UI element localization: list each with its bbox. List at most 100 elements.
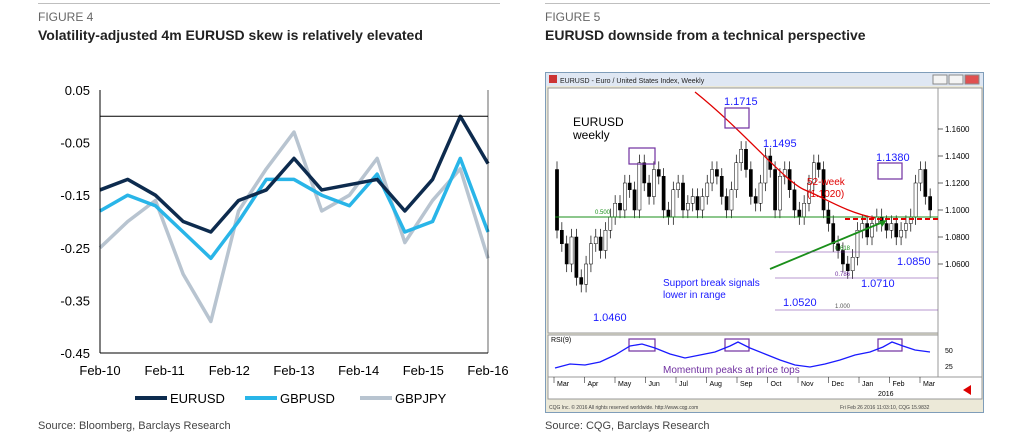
year-label: 2016 [878,391,894,398]
candle-body [807,182,811,204]
candle-body [874,216,879,224]
candle-body [739,149,744,163]
candle-body [632,189,637,211]
candle-body [676,182,681,190]
candle-body [923,169,928,197]
candle-body [700,196,705,211]
rsi-line [554,341,931,369]
x-tick-label: Feb-15 [403,363,444,378]
y-tick-label: -0.45 [60,346,90,361]
candle-body [647,182,651,197]
month-label: Nov [801,381,814,388]
y-tick-label: -0.35 [60,293,90,308]
fib-500-label: 0.500 [595,210,611,216]
rsi-label: RSI(9) [551,337,571,344]
candle-body [836,243,840,251]
rsi-tick-label: 50 [945,348,953,355]
candle-body [908,216,913,224]
candle-body [705,182,710,197]
candle-body [593,236,598,244]
maximize-button[interactable] [948,74,964,85]
x-tick-label: Feb-13 [273,363,314,378]
candle-body [773,169,777,211]
price-top-box-1 [628,147,656,165]
window-controls [932,74,980,85]
candle-body [681,182,685,211]
right-top-rule [545,3,990,4]
momentum-label: Momentum peaks at price tops [663,365,800,376]
candle-body [918,169,923,184]
y-tick-label: 0.05 [65,83,90,98]
candle-body [584,263,588,285]
candle-body [715,169,719,177]
candle-body [734,162,739,190]
y-tick-label: -0.05 [60,136,90,151]
candle-body [729,189,734,211]
candle-body [744,149,748,170]
price-tick-label: 1.0800 [945,233,970,242]
y-tick-label: -0.25 [60,241,90,256]
candle-body [894,223,899,238]
price-tick-label: 1.1600 [945,125,970,134]
candle-body [690,196,695,204]
cqg-footer-right: Fri Feb 26 2016 11:03:10, CQG 15.9832 [840,405,930,411]
candle-body [642,162,647,184]
annotation-lower-in-range: lower in range [663,290,726,301]
figure-5-source: Source: CQG, Barclays Research [545,420,710,432]
candle-body [758,182,763,204]
close-button[interactable] [964,74,980,85]
candle-body [555,169,559,231]
support-arrowhead [879,220,887,227]
app-icon [549,75,557,83]
month-label: Sep [740,381,753,388]
candle-body [685,203,690,211]
fib-1000-label: 1.000 [835,304,851,310]
candle-body [671,189,676,217]
candle-body [899,230,903,238]
scroll-left-arrow-icon[interactable] [963,385,971,395]
legend-label-gbpusd: GBPUSD [280,391,335,406]
annotation-1-1495: 1.1495 [763,138,797,150]
candle-body [748,169,753,197]
price-top-box-3 [877,162,903,180]
candle-body [579,277,584,285]
window-titlebar [546,73,983,86]
candle-body [695,196,700,211]
support-arrow [769,221,884,270]
candle-body [792,189,797,211]
month-label: Mar [557,381,570,388]
window-title: EURUSD - Euro / United States Index, Wee… [560,78,705,85]
candle-body [710,169,714,184]
x-tick-label: Feb-16 [467,363,508,378]
candle-body [797,209,802,217]
candle-body [928,196,933,211]
cqg-footer-left: CQG Inc. © 2016 All rights reserved worl… [549,404,698,411]
candle-body [598,236,603,251]
x-tick-label: Feb-10 [79,363,120,378]
candle-body [569,236,574,265]
figure-4-source: Source: Bloomberg, Barclays Research [38,420,231,432]
candle-body [603,230,608,251]
annotation-52week-value: (1.1020) [807,189,844,200]
candle-body [627,182,632,190]
candle-body [870,223,874,238]
y-tick-label: -0.15 [60,188,90,203]
x-tick-label: Feb-14 [338,363,379,378]
candle-body [763,155,768,184]
month-label: Dec [832,381,845,388]
candle-body [889,223,894,231]
candle-body [724,196,729,211]
candle-body [618,203,622,211]
candle-body [913,182,918,217]
month-label: Jun [649,381,660,388]
candle-body [904,223,908,231]
candle-body [637,162,642,211]
annotation-1-0460: 1.0460 [593,312,627,324]
price-tick-label: 1.1200 [945,179,970,188]
legend-label-gbpjpy: GBPJPY [395,391,447,406]
candle-body [574,236,579,278]
minimize-button[interactable] [932,74,948,85]
chart-label-weekly: weekly [572,128,610,142]
month-label: Aug [710,381,723,388]
annotation-1-1715: 1.1715 [724,96,758,108]
